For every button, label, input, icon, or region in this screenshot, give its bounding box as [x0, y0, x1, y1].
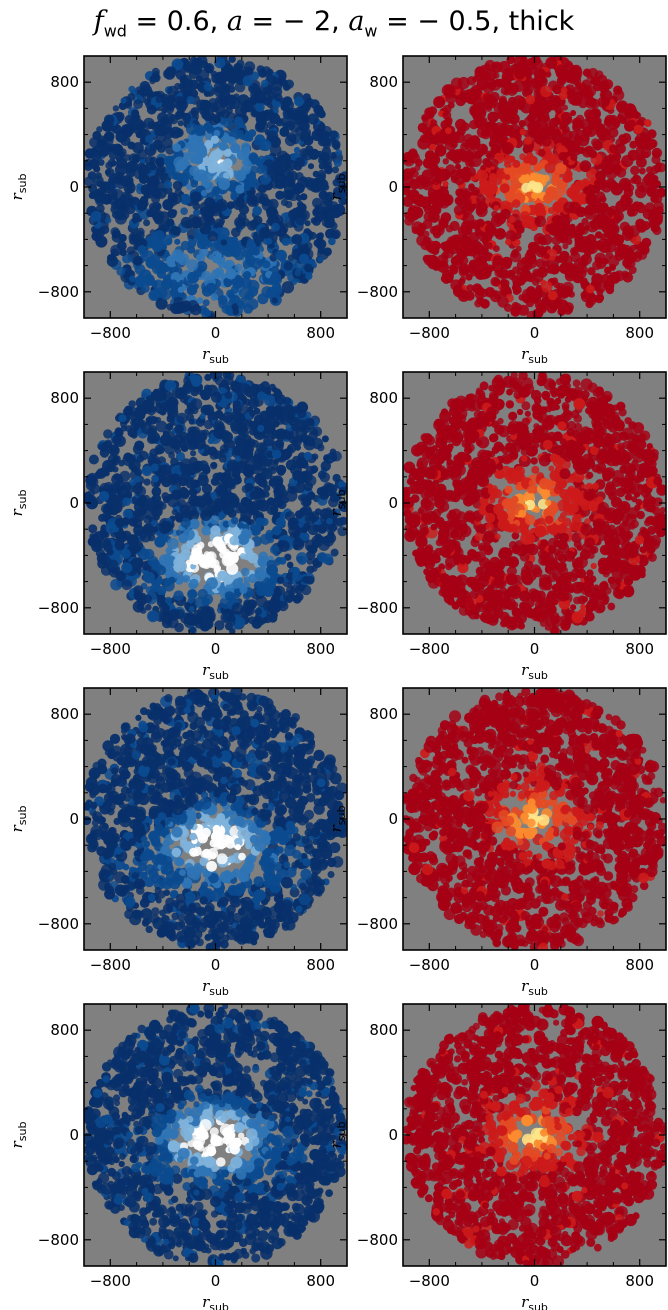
y-axis-label: rsub: [8, 490, 29, 517]
x-tick-label: −800: [90, 956, 131, 974]
panel-r4-c2: −800 0 800 −800 0 800 rsub rsub: [327, 1003, 667, 1310]
x-tick-label: 800: [306, 956, 335, 974]
y-tick-label: 800: [50, 705, 79, 723]
y-tick-label: 0: [388, 810, 398, 828]
y-tick-label: −800: [357, 599, 398, 617]
aw-subscript: w: [364, 21, 378, 41]
x-tick-label: 800: [306, 324, 335, 342]
heatmap-image: [403, 1004, 666, 1266]
x-tick-label: −800: [90, 324, 131, 342]
x-tick-label: 0: [530, 640, 540, 658]
heatmap-image: [84, 372, 347, 634]
y-tick-label: 0: [69, 810, 79, 828]
heatmap-image: [403, 372, 666, 634]
heatmap-image: [84, 1004, 347, 1266]
x-tick-label: −800: [409, 1272, 450, 1290]
x-tick-label: 0: [211, 324, 221, 342]
y-tick-label: 800: [369, 73, 398, 91]
x-tick-label: 800: [306, 1272, 335, 1290]
panel-r3-c1: −800 0 800 −800 0 800 rsub rsub: [8, 687, 348, 998]
panel-grid: −800 0 800 −800 0 800 rsub rsub −800 0 800 −800 0 800…: [8, 55, 667, 1310]
aw-symbol: a: [348, 6, 365, 37]
y-tick-label: −800: [357, 283, 398, 301]
panel-r2-c1: −800 0 800 −800 0 800 rsub rsub: [8, 371, 348, 682]
aw-value: = − 0.5, thick: [377, 6, 575, 37]
x-tick-label: −800: [409, 956, 450, 974]
x-tick-label: 800: [306, 640, 335, 658]
y-axis-label: rsub: [8, 806, 29, 833]
a-value: = − 2,: [242, 6, 349, 37]
y-tick-label: 800: [369, 389, 398, 407]
panel-r1-c1: −800 0 800 −800 0 800 rsub rsub: [8, 55, 348, 366]
panel-r2-c2: −800 0 800 −800 0 800 rsub rsub: [327, 371, 667, 682]
panel-r4-c1: −800 0 800 −800 0 800 rsub rsub: [8, 1003, 348, 1310]
y-axis-label: rsub: [327, 174, 348, 201]
x-axis-label: rsub: [521, 661, 548, 682]
f-symbol: f: [93, 6, 104, 37]
y-tick-label: −800: [38, 283, 79, 301]
x-tick-label: 0: [530, 324, 540, 342]
y-tick-label: −800: [357, 1231, 398, 1249]
x-tick-label: −800: [409, 324, 450, 342]
x-tick-label: 0: [211, 640, 221, 658]
y-tick-label: 800: [369, 1021, 398, 1039]
y-tick-label: −800: [357, 915, 398, 933]
y-tick-label: 800: [50, 73, 79, 91]
f-subscript: wd: [103, 21, 127, 41]
panel-r3-c2: −800 0 800 −800 0 800 rsub rsub: [327, 687, 667, 998]
x-axis-label: rsub: [202, 661, 229, 682]
x-axis-label: rsub: [202, 345, 229, 366]
x-tick-label: 800: [625, 1272, 654, 1290]
x-tick-label: 800: [625, 324, 654, 342]
y-tick-label: −800: [38, 1231, 79, 1249]
x-tick-label: −800: [90, 640, 131, 658]
y-tick-label: 0: [69, 178, 79, 196]
y-axis-label: rsub: [327, 806, 348, 833]
y-axis-label: rsub: [8, 174, 29, 201]
heatmap-image: [403, 56, 666, 318]
y-tick-label: −800: [38, 915, 79, 933]
y-tick-label: 800: [369, 705, 398, 723]
x-tick-label: −800: [409, 640, 450, 658]
y-tick-label: 0: [388, 178, 398, 196]
x-tick-label: 0: [530, 956, 540, 974]
x-tick-label: 0: [211, 956, 221, 974]
y-axis-label: rsub: [327, 490, 348, 517]
heatmap-image: [84, 56, 347, 318]
x-tick-label: 800: [625, 956, 654, 974]
y-axis-label: rsub: [327, 1122, 348, 1149]
x-tick-label: 0: [211, 1272, 221, 1290]
x-tick-label: 0: [530, 1272, 540, 1290]
y-tick-label: 0: [388, 1126, 398, 1144]
x-axis-label: rsub: [521, 1293, 548, 1310]
f-value: = 0.6,: [126, 6, 227, 37]
x-tick-label: −800: [90, 1272, 131, 1290]
x-tick-label: 800: [625, 640, 654, 658]
figure-title: fwd = 0.6, a = − 2, aw = − 0.5, thick: [0, 6, 668, 40]
y-tick-label: 0: [388, 494, 398, 512]
y-tick-label: 800: [50, 1021, 79, 1039]
y-axis-label: rsub: [8, 1122, 29, 1149]
y-tick-label: 0: [69, 1126, 79, 1144]
heatmap-image: [84, 688, 347, 950]
y-tick-label: 0: [69, 494, 79, 512]
a-symbol: a: [226, 6, 243, 37]
heatmap-image: [403, 688, 666, 950]
x-axis-label: rsub: [521, 345, 548, 366]
x-axis-label: rsub: [202, 977, 229, 998]
y-tick-label: 800: [50, 389, 79, 407]
y-tick-label: −800: [38, 599, 79, 617]
panel-r1-c2: −800 0 800 −800 0 800 rsub rsub: [327, 55, 667, 366]
x-axis-label: rsub: [202, 1293, 229, 1310]
x-axis-label: rsub: [521, 977, 548, 998]
